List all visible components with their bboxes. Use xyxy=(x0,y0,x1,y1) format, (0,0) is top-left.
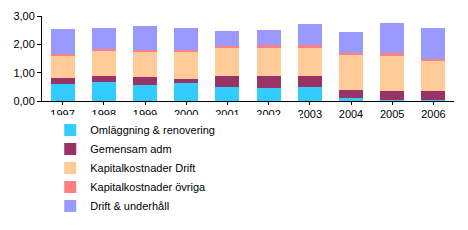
svg-text:Drift & underhåll: Drift & underhåll xyxy=(90,200,169,212)
svg-text:Omläggning & renovering: Omläggning & renovering xyxy=(90,124,215,136)
svg-text:0,00: 0,00 xyxy=(13,95,34,107)
svg-text:2000: 2000 xyxy=(174,108,199,121)
svg-text:2004: 2004 xyxy=(339,108,363,120)
svg-text:1997: 1997 xyxy=(50,108,75,121)
svg-text:Kapitalkostnader övriga: Kapitalkostnader övriga xyxy=(90,181,206,193)
svg-text:Kapitalkostnader Drift: Kapitalkostnader Drift xyxy=(90,162,195,174)
svg-text:2001: 2001 xyxy=(215,108,240,121)
svg-text:1999: 1999 xyxy=(132,108,158,121)
svg-text:2006: 2006 xyxy=(421,108,445,120)
svg-text:2,00: 2,00 xyxy=(13,38,34,50)
svg-text:2003: 2003 xyxy=(298,108,322,120)
svg-text:2002: 2002 xyxy=(256,108,281,121)
svg-text:3,00: 3,00 xyxy=(13,10,34,22)
svg-text:Gemensam adm: Gemensam adm xyxy=(90,143,171,155)
svg-text:2005: 2005 xyxy=(380,108,404,120)
svg-text:1998: 1998 xyxy=(91,108,116,121)
svg-text:1,00: 1,00 xyxy=(13,67,34,79)
